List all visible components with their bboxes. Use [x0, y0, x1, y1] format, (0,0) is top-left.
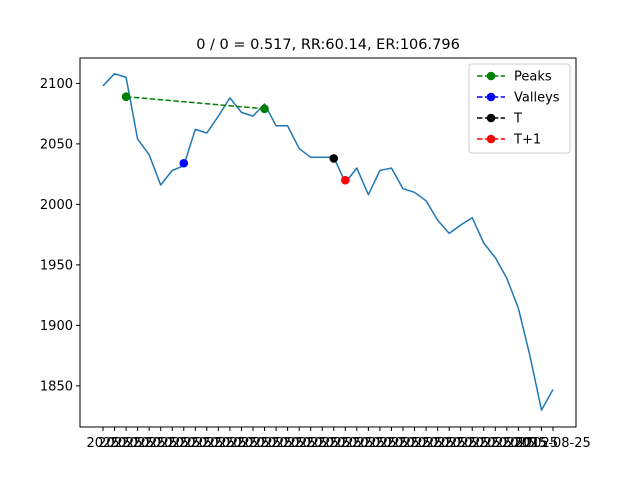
- x-tick-label: 2025: [156, 436, 189, 451]
- x-tick-label: 2025: [433, 436, 466, 451]
- legend: Peaks Valleys T T+1: [468, 63, 571, 154]
- axes-frame: [79, 57, 577, 428]
- series-line-price: [102, 72, 554, 411]
- legend-box: [468, 63, 571, 154]
- y-tick-label: 2100: [40, 77, 73, 92]
- legend-label-t-1: T+1: [513, 133, 541, 148]
- marker-point-valleys: [179, 158, 189, 168]
- x-tick-label: 2025: [363, 436, 396, 451]
- marker-point-peaks: [121, 92, 131, 102]
- x-tick-label: 2025: [317, 436, 350, 451]
- x-tick-label: 2025: [260, 436, 293, 451]
- x-tick-label: 2025: [398, 436, 431, 451]
- x-tick-label: 2025: [98, 436, 131, 451]
- marker-line-peaks: [126, 95, 265, 110]
- x-tick-label: 2025: [306, 436, 339, 451]
- x-tick-label: 2025: [329, 436, 362, 451]
- x-tick-label: 2025: [225, 436, 258, 451]
- x-tick-label: 2025: [513, 436, 546, 451]
- x-tick-label: 2025: [190, 436, 223, 451]
- legend-label-t: T: [513, 112, 522, 127]
- x-tick-label: 2025: [144, 436, 177, 451]
- legend-marker-valleys: [486, 92, 496, 102]
- x-tick-label: 2025: [502, 436, 535, 451]
- x-tick-label: 2025: [352, 436, 385, 451]
- legend-marker-t-1: [486, 134, 496, 144]
- x-tick-label: 2025: [410, 436, 443, 451]
- x-tick-label: 2025: [294, 436, 327, 451]
- x-tick-label: 2025: [444, 436, 477, 451]
- x-tick-label: 2025: [283, 436, 316, 451]
- x-tick-label: 2025: [490, 436, 523, 451]
- x-tick-label: 2025: [121, 436, 154, 451]
- y-tick-label: 1900: [40, 319, 73, 334]
- legend-label-valleys: Valleys: [514, 91, 560, 106]
- x-tick-label: 2025: [202, 436, 235, 451]
- x-tick-label: 2025: [110, 436, 143, 451]
- x-tick-label: 2025: [386, 436, 419, 451]
- x-tick-label: 2025: [375, 436, 408, 451]
- marker-point-peaks: [260, 104, 269, 114]
- x-tick-label: 2025: [133, 436, 166, 451]
- marker-point-t: [329, 154, 339, 163]
- x-tick-label: 2025: [467, 436, 500, 451]
- legend-marker-peaks: [486, 71, 496, 81]
- x-tick-label: 2025: [479, 436, 512, 451]
- x-tick-label: 2025: [456, 436, 489, 451]
- x-tick-label: 2025: [340, 436, 373, 451]
- x-tick-label: 2025: [236, 436, 269, 451]
- x-tick-label: 2025: [421, 436, 454, 451]
- x-tick-label: 2025: [213, 436, 246, 451]
- y-tick-label: 1950: [40, 258, 73, 273]
- x-tick-label: 2015-08-25: [515, 436, 591, 451]
- y-tick-label: 2000: [40, 198, 73, 213]
- y-tick-label: 1850: [40, 379, 73, 394]
- x-tick-label: 2025: [86, 436, 119, 451]
- chart-title: 0 / 0 = 0.517, RR:60.14, ER:106.796: [196, 37, 460, 53]
- x-tick-label: 2025: [167, 436, 200, 451]
- legend-marker-t: [486, 113, 496, 123]
- legend-label-peaks: Peaks: [514, 70, 552, 85]
- marker-point-t-1: [341, 175, 350, 185]
- x-tick-label: 2025: [271, 436, 304, 451]
- x-tick-label: 2025: [525, 436, 558, 451]
- x-tick-label: 2025: [248, 436, 281, 451]
- plot-area: 1850190019502000205021002025202520252025…: [40, 72, 591, 451]
- x-tick-label: 2025: [179, 436, 212, 451]
- y-tick-label: 2050: [40, 137, 73, 152]
